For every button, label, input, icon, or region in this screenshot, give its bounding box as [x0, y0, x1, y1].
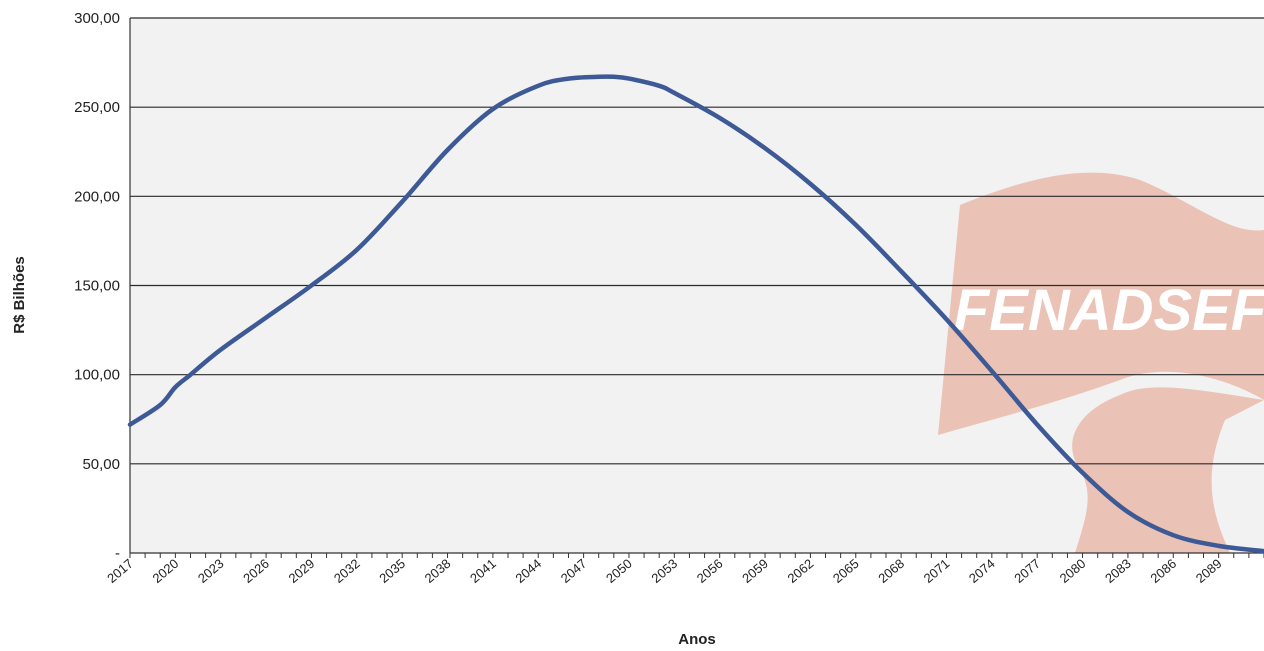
x-tick-label: 2020	[149, 556, 181, 586]
y-tick-label: -	[115, 545, 120, 562]
y-tick-label: 100,00	[74, 367, 120, 384]
x-tick-label: 2059	[739, 556, 771, 586]
series-group	[127, 74, 1264, 554]
x-tick-label: 2044	[512, 556, 544, 586]
x-tick-label: 2047	[558, 556, 590, 586]
x-tick-label: 2050	[603, 556, 635, 586]
x-tick-label: 2032	[331, 556, 363, 586]
x-tick-label: 2038	[422, 556, 454, 586]
x-tick-label: 2089	[1193, 556, 1225, 586]
x-tick-label: 2029	[286, 556, 318, 586]
x-tick-label: 2086	[1147, 556, 1179, 586]
watermark-flag-shape	[938, 172, 1264, 553]
x-axis-title: Anos	[678, 631, 716, 648]
y-tick-label: 50,00	[82, 456, 120, 473]
y-tick-label: 250,00	[74, 99, 120, 116]
x-axis: 2017 2020 2023 2026 2029 2032 2035 2038 2041 2044…	[104, 552, 1264, 586]
x-tick-label: 2041	[467, 556, 499, 586]
x-tick-label: 2083	[1102, 556, 1134, 586]
x-tick-label: 2065	[830, 556, 862, 586]
x-tick-label: 2071	[921, 556, 953, 586]
y-axis-title: R$ Bilhões	[11, 256, 28, 334]
x-tick-label: 2080	[1057, 556, 1089, 586]
x-tick-label: 2053	[648, 556, 680, 586]
series-line	[127, 74, 1264, 554]
x-tick-label: 2017	[104, 556, 136, 586]
x-tick-label: 2074	[966, 556, 998, 586]
y-tick-label: 300,00	[74, 10, 120, 27]
watermark-text: FENADSEF	[954, 278, 1264, 343]
fenadsef-watermark: FENADSEF	[938, 172, 1264, 553]
x-tick-label: 2062	[785, 556, 817, 586]
x-tick-label: 2023	[195, 556, 227, 586]
y-tick-label: 200,00	[74, 188, 120, 205]
x-tick-label: 2026	[240, 556, 272, 586]
y-tick-label: 150,00	[74, 278, 120, 295]
x-tick-label: 2035	[376, 556, 408, 586]
y-axis: - 50,00 100,00 150,00 200,00 250,00 300,00	[74, 10, 131, 562]
x-tick-label: 2077	[1011, 556, 1043, 586]
x-tick-label: 2068	[875, 556, 907, 586]
x-tick-label: 2056	[694, 556, 726, 586]
